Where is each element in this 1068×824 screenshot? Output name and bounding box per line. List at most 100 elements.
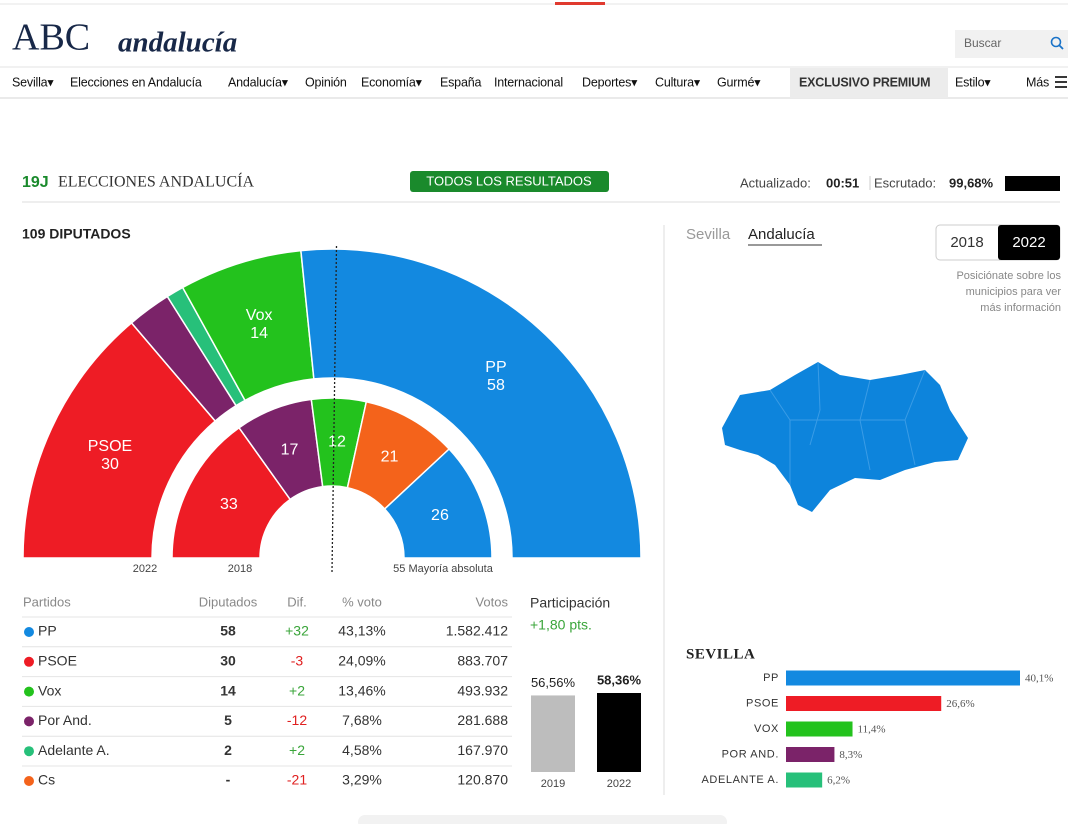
map-province-lines xyxy=(769,361,926,485)
bar-value-label: 11,4% xyxy=(858,724,886,736)
year-option[interactable]: 2018 xyxy=(950,234,983,251)
counted-value: 99,68% xyxy=(949,175,994,190)
majority-label: 55 Mayoría absoluta xyxy=(393,563,494,575)
party-dot xyxy=(24,716,34,727)
nav-item[interactable]: Opinión xyxy=(305,75,347,89)
nav-item[interactable]: España xyxy=(440,75,482,89)
table-cell: 58 xyxy=(220,623,236,639)
logo[interactable]: ABC xyxy=(12,17,90,59)
bar[interactable] xyxy=(786,721,853,737)
nav-item[interactable]: Cultura▾ xyxy=(655,75,701,89)
table-cell: Por And. xyxy=(38,712,92,728)
search-box[interactable] xyxy=(955,30,1068,58)
segment-value: 12 xyxy=(328,433,346,450)
year-option-active[interactable]: 2022 xyxy=(1012,234,1045,251)
nav-item[interactable]: Más xyxy=(1026,75,1049,89)
bar-category: ADELANTE A. xyxy=(701,774,779,786)
segment-value: 21 xyxy=(381,448,399,465)
table-cell: 30 xyxy=(220,653,236,669)
premium-bg xyxy=(790,68,948,98)
table-cell: 1.582.412 xyxy=(446,623,508,639)
table-cell: +32 xyxy=(285,623,309,639)
table-cell: 3,29% xyxy=(342,772,382,788)
table-cell: +2 xyxy=(289,682,305,698)
updated-label: Actualizado: xyxy=(740,175,811,190)
table-cell: 493.932 xyxy=(457,682,508,698)
nav-item[interactable]: Internacional xyxy=(494,75,563,89)
bar-category: POR AND. xyxy=(722,748,779,760)
table-cell: +2 xyxy=(289,742,305,758)
bar[interactable] xyxy=(786,670,1020,686)
bar-value-label: 8,3% xyxy=(839,749,862,761)
search-placeholder[interactable]: Buscar xyxy=(964,36,1001,50)
seat-segment[interactable] xyxy=(383,447,493,559)
bar[interactable] xyxy=(786,772,823,788)
table-cell: 14 xyxy=(220,682,236,698)
banner-title: ELECCIONES ANDALUCÍA xyxy=(58,172,254,191)
logo-region[interactable]: andalucía xyxy=(118,27,237,59)
seat-segment[interactable] xyxy=(171,426,292,559)
results-button-bg[interactable] xyxy=(410,171,609,192)
seat-segment[interactable] xyxy=(300,248,642,559)
updated-time: 00:51 xyxy=(826,175,859,190)
map-hint: más información xyxy=(980,302,1061,314)
table-cell: 4,58% xyxy=(342,742,382,758)
table-cell: Cs xyxy=(38,772,55,788)
table-cell: - xyxy=(226,772,231,788)
segment-value: 17 xyxy=(281,441,299,458)
table-header: Diputados xyxy=(199,594,258,609)
seat-segment[interactable] xyxy=(22,321,217,559)
bar-category: 2022 xyxy=(607,778,631,790)
bar[interactable] xyxy=(786,696,942,711)
table-cell: 120.870 xyxy=(457,772,508,788)
andalucia-map[interactable] xyxy=(722,362,968,512)
top-accent xyxy=(555,2,605,5)
participation-change: +1,80 pts. xyxy=(530,617,592,633)
year-toggle-active[interactable] xyxy=(998,225,1060,260)
table-cell: -21 xyxy=(287,772,307,788)
table-cell: 883.707 xyxy=(457,653,508,669)
search-icon[interactable] xyxy=(1050,36,1062,48)
bar[interactable] xyxy=(786,747,835,762)
participation-bar xyxy=(531,695,575,772)
segment-value: 26 xyxy=(431,507,449,524)
nav-item[interactable]: Andalucía▾ xyxy=(228,75,289,89)
redacted-box xyxy=(1005,176,1060,191)
table-cell: 43,13% xyxy=(338,623,385,639)
nav-item[interactable]: EXCLUSIVO PREMIUM xyxy=(799,75,931,89)
nav-item[interactable]: Deportes▾ xyxy=(582,75,638,89)
segment-name: Vox xyxy=(246,307,273,324)
party-dot xyxy=(24,776,34,786)
table-cell: -3 xyxy=(291,653,304,669)
table-cell: 24,09% xyxy=(338,653,385,669)
map-tab[interactable]: Sevilla xyxy=(686,226,731,243)
participation-bar xyxy=(597,693,641,772)
nav-item[interactable]: Estilo▾ xyxy=(955,75,992,89)
segment-name: PSOE xyxy=(88,438,132,455)
table-cell: 2 xyxy=(224,742,232,758)
nav-item[interactable]: Sevilla▾ xyxy=(12,75,55,89)
party-dot xyxy=(24,686,34,697)
table-cell: PP xyxy=(38,623,57,639)
table-header: % voto xyxy=(342,594,382,609)
bar-category: PP xyxy=(763,672,779,684)
bar-category: VOX xyxy=(754,723,779,735)
table-header: Dif. xyxy=(287,594,307,609)
bar-value-label: 58,36% xyxy=(597,672,642,687)
chart-title: SEVILLA xyxy=(686,646,755,662)
results-button[interactable]: TODOS LOS RESULTADOS xyxy=(426,173,592,188)
nav-item[interactable]: Elecciones en Andalucía xyxy=(70,75,202,89)
search-icon-handle xyxy=(1058,44,1064,50)
ring-label: 2018 xyxy=(228,563,252,575)
bar-value-label: 56,56% xyxy=(531,675,576,690)
nav-item[interactable]: Economía▾ xyxy=(361,75,423,89)
map-tab-active[interactable]: Andalucía xyxy=(748,226,815,243)
bar-value-label: 26,6% xyxy=(946,698,974,710)
table-header: Partidos xyxy=(23,594,71,609)
menu-icon[interactable] xyxy=(1055,76,1067,88)
table-cell: 13,46% xyxy=(338,682,385,698)
segment-value: 58 xyxy=(487,377,505,394)
nav-item[interactable]: Gurmé▾ xyxy=(717,75,761,89)
